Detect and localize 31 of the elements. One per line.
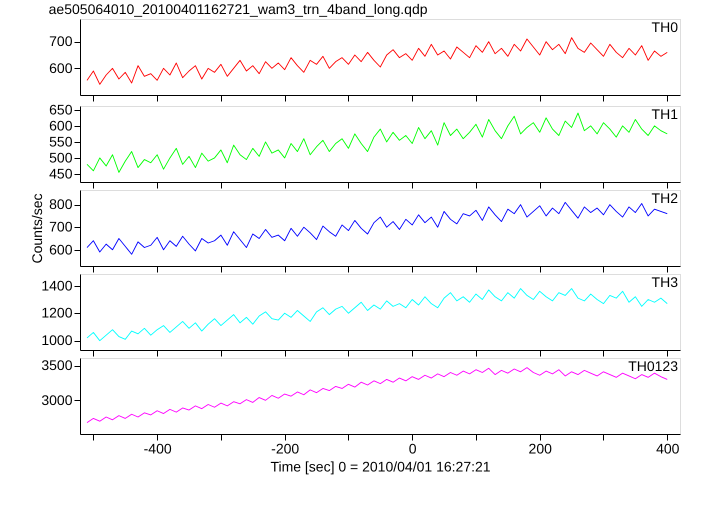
- chart-title: ae505064010_20100401162721_wam3_trn_4band_long.qdp: [48, 1, 428, 17]
- x-tick-label: 200: [528, 440, 552, 456]
- y-tick-label: 1000: [41, 332, 73, 348]
- y-tick-label: 500: [49, 149, 73, 166]
- x-axis-title: Time [sec] 0 = 2010/04/01 16:27:21: [270, 458, 491, 474]
- y-tick-label: 650: [49, 101, 73, 118]
- y-tick-label: 3500: [41, 357, 73, 374]
- y-tick-label: 450: [49, 165, 73, 182]
- x-tick-label: -200: [271, 440, 300, 456]
- x-tick-label: 0: [408, 440, 417, 456]
- y-tick-label: 700: [49, 33, 73, 50]
- x-tick-label: -400: [144, 440, 172, 456]
- y-tick-label: 1400: [41, 277, 73, 294]
- y-tick-label: 600: [49, 117, 73, 134]
- y-tick-label: 550: [49, 133, 73, 150]
- series-label: TH2: [652, 190, 678, 206]
- line-series: [86, 202, 668, 255]
- series-label: TH0: [652, 19, 678, 35]
- y-tick-label: 700: [49, 218, 73, 235]
- line-series: [86, 37, 668, 85]
- series-label: TH1: [652, 106, 678, 122]
- series-label: TH0123: [628, 358, 678, 374]
- y-axis-title: Counts/sec: [29, 193, 46, 264]
- x-tick-label: 400: [656, 440, 680, 456]
- y-tick-label: 1200: [41, 304, 73, 321]
- y-tick-label: 600: [49, 241, 73, 258]
- series-label: TH3: [652, 274, 678, 290]
- y-tick-label: 800: [49, 196, 73, 212]
- y-tick-label: 600: [49, 60, 73, 76]
- line-series: [86, 288, 668, 342]
- y-tick-label: 3000: [41, 392, 73, 408]
